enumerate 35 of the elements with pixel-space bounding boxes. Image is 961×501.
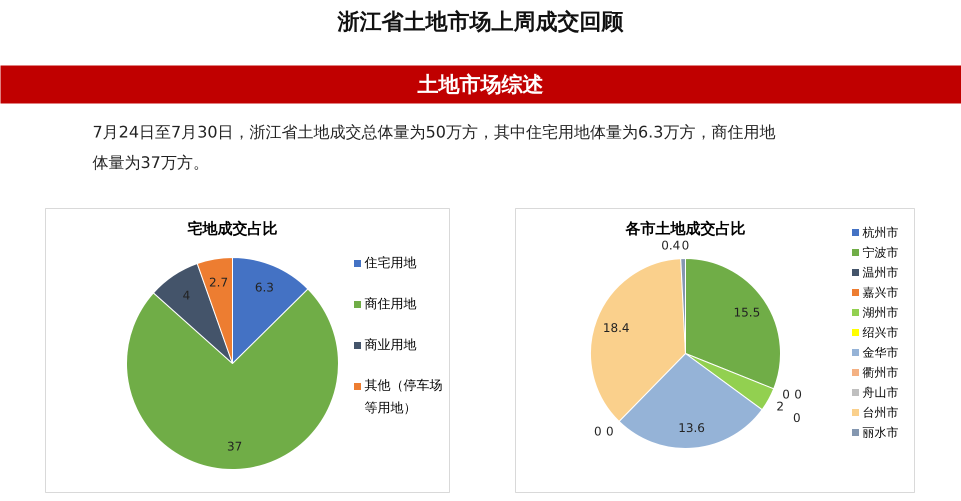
text: 0 [782, 387, 790, 402]
legend-label: 宁波市 [862, 246, 898, 260]
data-label: 37 [226, 440, 242, 454]
data-label: 2 [776, 400, 784, 414]
legend-label: 杭州市 [862, 226, 898, 240]
data-label: 2.7 [209, 276, 228, 290]
data-label: 0.4 [661, 238, 680, 253]
text: 浙江省土地市场上周成交回顾 [336, 9, 624, 35]
text: 0 [793, 411, 801, 426]
legend-label: 商住用地 [364, 297, 416, 312]
data-label: 15.5 [734, 305, 760, 320]
legend-label: 住宅用地 [364, 255, 416, 271]
data-label: 6.3 [254, 280, 274, 295]
data-label: 18.4 [602, 320, 630, 335]
legend-label: 其他（停车场等用地） [364, 378, 442, 416]
text: 0 [606, 424, 614, 438]
chart-title: 各市土地成交占比 [624, 220, 746, 238]
text: 0 [794, 387, 802, 402]
text: 土地市场综述 [416, 72, 544, 96]
legend-label: 丽水市 [862, 426, 898, 440]
text: 0 [594, 424, 602, 438]
legend-label: 绍兴市 [862, 326, 898, 340]
legend-label: 商业用地 [364, 338, 416, 353]
legend-label: 金华市 [862, 346, 898, 360]
legend-label: 嘉兴市 [862, 286, 898, 300]
text: 0 [682, 238, 690, 253]
text: 7月24日至7月30日，浙江省土地成交总体量为50万方，其中住宅用地体量为6.3万方，商住用地体量为37万方。 [92, 122, 776, 172]
data-label: 13.6 [678, 420, 705, 435]
legend-label: 湖州市 [862, 306, 898, 320]
legend-label: 衢州市 [862, 366, 898, 380]
legend-label: 温州市 [862, 266, 898, 280]
legend-label: 台州市 [862, 406, 898, 420]
chart-title: 宅地成交占比 [188, 220, 278, 238]
data-label: 4 [182, 288, 190, 302]
legend-label: 舟山市 [862, 386, 898, 400]
